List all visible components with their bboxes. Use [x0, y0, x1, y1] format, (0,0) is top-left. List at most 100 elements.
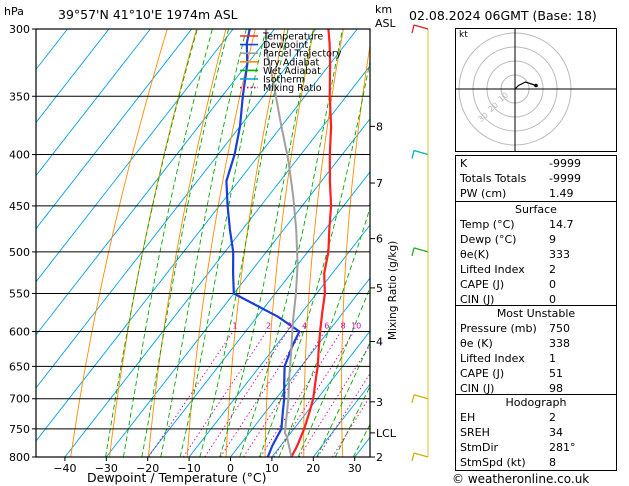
wind-barb	[413, 247, 429, 253]
isotherm-line	[36, 29, 193, 230]
hodograph-ring-label: 30	[476, 111, 490, 124]
surface-row: Temp (°C) 14.7	[456, 217, 616, 232]
km-unit-label: km	[375, 3, 393, 16]
hodo-row: SREH 34	[456, 425, 616, 440]
index-label: Totals Totals	[460, 172, 527, 185]
x-axis-label: Dewpoint / Temperature (°C)	[87, 470, 267, 485]
mu-value: 750	[549, 322, 570, 335]
index-value: -9999	[549, 172, 581, 185]
surface-label: Temp (°C)	[460, 218, 515, 231]
pressure-tick-label: 700	[9, 393, 30, 406]
legend-label: Temperature	[262, 32, 323, 43]
surface-value: 0	[549, 278, 556, 291]
mu-row: CAPE (J) 51	[456, 366, 616, 381]
most-unstable-panel: Most Unstable Pressure (mb) 750 θe (K) 338…	[455, 305, 617, 397]
isotherm-line	[36, 29, 151, 177]
isotherm-line	[312, 383, 370, 457]
temp-tick-label: −10	[177, 462, 200, 475]
legend-label: Mixing Ratio	[263, 83, 322, 94]
most-unstable-title: Most Unstable	[496, 307, 576, 320]
surface-value: 14.7	[549, 218, 574, 231]
indices-general-panel: K -9999 Totals Totals -9999 PW (cm) 1.49	[455, 155, 617, 202]
index-row: K -9999	[456, 156, 616, 171]
surface-row: CIN (J) 0	[456, 292, 616, 307]
temp-tick-label: −40	[53, 462, 76, 475]
mixing-ratio-tick-label: 4	[302, 321, 307, 330]
mixing-ratio-line	[298, 344, 370, 457]
mixing-ratio-line	[148, 331, 234, 457]
mixing-ratio-tick-label: 2	[266, 321, 271, 330]
hodo-value: 34	[549, 426, 563, 439]
storm-motion-marker	[534, 83, 538, 88]
index-row: PW (cm) 1.49	[456, 186, 616, 201]
mixing-ratio-tick-label: 1	[232, 321, 237, 330]
hodograph-stats-title: Hodograph	[505, 396, 567, 409]
hodograph-panel: kt 10 20 30	[455, 28, 617, 152]
isotherm-line	[36, 29, 110, 124]
surface-label: CIN (J)	[460, 293, 495, 306]
km-tick-label: 4	[376, 336, 383, 349]
isotherm-line	[230, 277, 370, 457]
temp-tick-label: 20	[306, 462, 320, 475]
surface-label: Dewp (°C)	[460, 233, 517, 246]
mixing-ratio-tick-label: 10	[351, 321, 361, 330]
wind-barb	[411, 150, 415, 159]
pressure-unit-label: hPa	[4, 5, 24, 18]
index-label: K	[460, 157, 468, 170]
wind-barb	[411, 452, 415, 462]
dry-adiabat-line	[70, 29, 168, 457]
pressure-tick-label: 400	[9, 149, 30, 162]
hodograph-stats-panel: Hodograph EH 2 SREH 34 StmDir 281° StmSpd (…	[455, 394, 617, 471]
plot-frame	[35, 28, 371, 458]
index-label: PW (cm)	[460, 187, 507, 200]
wind-barb	[413, 394, 429, 400]
isotherm-line	[36, 29, 317, 389]
legend-label: Dry Adiabat	[263, 57, 320, 68]
isotherm-line	[188, 224, 370, 457]
wind-barb	[413, 452, 429, 458]
mixing-ratio-tick-label: 8	[341, 321, 346, 330]
pressure-tick-label: 450	[9, 200, 30, 213]
mu-row: Pressure (mb) 750	[456, 321, 616, 336]
mixing-ratio-tick-label: 3	[287, 321, 292, 330]
dry-adiabat-line	[341, 42, 370, 457]
hodograph-ring-label: 10	[497, 90, 511, 103]
mu-value: 338	[549, 337, 570, 350]
legend-label: Wet Adiabat	[263, 66, 321, 77]
mu-label: θe (K)	[460, 337, 493, 350]
hodograph-unit: kt	[459, 30, 468, 40]
surface-panel: Surface Temp (°C) 14.7 Dewp (°C) 9 θe(K) 33…	[455, 201, 617, 308]
pressure-tick-label: 500	[9, 246, 30, 259]
hodo-label: EH	[460, 411, 476, 424]
wet-adiabat-line	[160, 29, 247, 457]
hodograph-trace	[514, 81, 537, 90]
hodo-label: SREH	[460, 426, 490, 439]
dewpoint-line	[225, 29, 301, 457]
wet-adiabat-line	[141, 29, 230, 457]
mu-label: CAPE (J)	[460, 367, 505, 380]
legend-label: Parcel Trajectory	[263, 49, 342, 60]
surface-row: Lifted Index 2	[456, 262, 616, 277]
mu-value: 1	[549, 352, 556, 365]
lcl-label: LCL	[376, 427, 397, 440]
km-tick-label: 3	[376, 396, 383, 409]
wind-barb	[413, 149, 429, 156]
surface-value: 2	[549, 263, 556, 276]
asl-unit-label: ASL	[375, 17, 396, 30]
wet-adiabat-line	[278, 206, 370, 457]
pressure-tick-label: 350	[9, 90, 30, 103]
isotherm-line	[105, 118, 370, 457]
hodo-value: 281°	[549, 441, 576, 454]
dry-adiabat-line	[147, 29, 227, 457]
temp-tick-label: −20	[136, 462, 159, 475]
mu-label: CIN (J)	[460, 382, 495, 395]
temperature-line	[290, 29, 333, 457]
wind-barb	[411, 24, 415, 34]
surface-row: θe(K) 333	[456, 247, 616, 262]
km-tick-label: 7	[376, 177, 383, 190]
hodo-label: StmDir	[460, 441, 499, 454]
isotherm-line	[36, 29, 358, 442]
wind-barb	[411, 394, 415, 403]
surface-label: CAPE (J)	[460, 278, 505, 291]
